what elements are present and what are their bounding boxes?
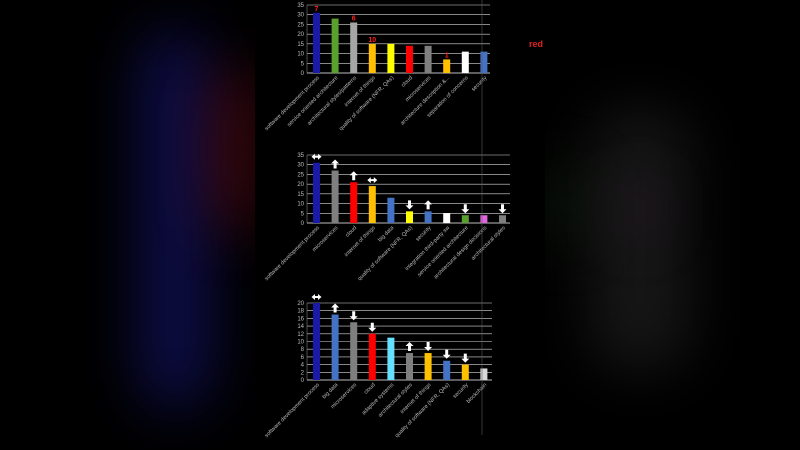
trend-up-arrow-icon <box>349 171 358 181</box>
bar <box>443 360 451 380</box>
bar <box>480 368 488 380</box>
y-tick-label: 20 <box>297 32 304 38</box>
trend-down-arrow-icon <box>461 204 470 214</box>
trend-up-arrow-icon <box>424 200 433 210</box>
trend-down-arrow-icon <box>461 353 470 363</box>
background-blue-shape <box>140 30 210 410</box>
trend-down-arrow-icon <box>424 342 433 352</box>
trend-up-arrow-icon <box>331 159 340 169</box>
data-label: 10 <box>368 37 376 44</box>
trend-down-arrow-icon <box>405 200 414 210</box>
background-pink-shape <box>620 190 655 230</box>
y-tick-label: 15 <box>297 192 304 198</box>
bar <box>480 215 488 223</box>
y-tick-label: 2 <box>301 370 305 376</box>
category-label: software development process <box>264 382 321 439</box>
category-label: security <box>452 382 470 400</box>
bar <box>368 186 376 223</box>
category-label: architectural styles <box>470 225 507 262</box>
bar <box>350 22 358 73</box>
y-tick-label: 0 <box>301 221 305 227</box>
bar <box>443 213 451 223</box>
y-tick-label: 35 <box>297 153 304 159</box>
y-tick-label: 30 <box>297 13 304 19</box>
bar <box>499 215 506 223</box>
bar <box>406 45 413 73</box>
y-tick-label: 10 <box>297 202 304 208</box>
bar <box>368 43 376 73</box>
y-tick-label: 12 <box>297 332 304 338</box>
background-grey-shape <box>590 110 690 370</box>
y-tick-label: 10 <box>297 52 304 58</box>
bar <box>406 211 413 223</box>
trend-same-arrow-icon <box>367 177 378 184</box>
y-tick-label: 25 <box>297 22 304 28</box>
category-label: cloud <box>345 225 359 239</box>
trend-down-arrow-icon <box>442 349 451 359</box>
category-label: software development process <box>264 225 321 282</box>
y-tick-label: 15 <box>297 42 304 48</box>
data-label: 1 <box>445 52 449 59</box>
bar <box>461 364 469 380</box>
trend-up-arrow-icon <box>331 303 340 313</box>
trend-same-arrow-icon <box>311 153 322 160</box>
category-label: architectural styles <box>377 382 414 419</box>
y-tick-label: 18 <box>297 309 304 315</box>
category-label: security <box>415 225 433 243</box>
trend-down-arrow-icon <box>498 204 507 214</box>
side-note: red <box>529 39 544 49</box>
trend-down-arrow-icon <box>368 322 377 332</box>
bar <box>313 12 320 74</box>
y-tick-label: 10 <box>297 340 304 346</box>
y-tick-label: 6 <box>301 355 305 361</box>
bar <box>461 51 469 73</box>
y-tick-label: 25 <box>297 172 304 178</box>
y-tick-label: 16 <box>297 316 304 322</box>
bar <box>424 353 432 380</box>
background-red-shape <box>215 70 255 230</box>
bar <box>424 211 432 223</box>
bar <box>313 162 320 223</box>
y-tick-label: 35 <box>297 3 304 9</box>
data-label: 7 <box>315 6 319 13</box>
category-label: cloud <box>400 75 414 89</box>
y-tick-label: 4 <box>301 363 305 369</box>
bar <box>443 59 451 73</box>
bar <box>368 333 376 380</box>
bar <box>350 182 358 223</box>
bar <box>387 337 395 380</box>
y-tick-label: 20 <box>297 182 304 188</box>
y-tick-label: 14 <box>297 324 304 330</box>
bar <box>461 215 469 223</box>
bar <box>331 314 339 380</box>
category-label: security <box>471 75 489 93</box>
bar <box>480 51 488 73</box>
trend-same-arrow-icon <box>311 294 322 300</box>
data-label: 6 <box>352 15 356 22</box>
trend-down-arrow-icon <box>349 311 358 321</box>
y-tick-label: 20 <box>297 301 304 307</box>
trend-up-arrow-icon <box>405 342 414 352</box>
bar <box>331 170 339 223</box>
background-green-shape <box>550 170 580 240</box>
y-tick-label: 5 <box>301 61 305 67</box>
bar <box>350 322 358 380</box>
bar <box>387 43 395 73</box>
y-tick-label: 8 <box>301 347 305 353</box>
category-label: cloud <box>363 382 377 396</box>
bar <box>424 45 432 73</box>
chart-panel <box>255 0 545 450</box>
bar <box>331 18 339 74</box>
y-tick-label: 0 <box>301 71 305 77</box>
y-tick-label: 0 <box>301 378 305 384</box>
category-label: blockchain <box>466 382 489 405</box>
y-tick-label: 5 <box>301 211 305 217</box>
y-tick-label: 30 <box>297 163 304 169</box>
bar <box>387 197 395 223</box>
bar <box>313 303 320 380</box>
bar <box>406 353 413 380</box>
